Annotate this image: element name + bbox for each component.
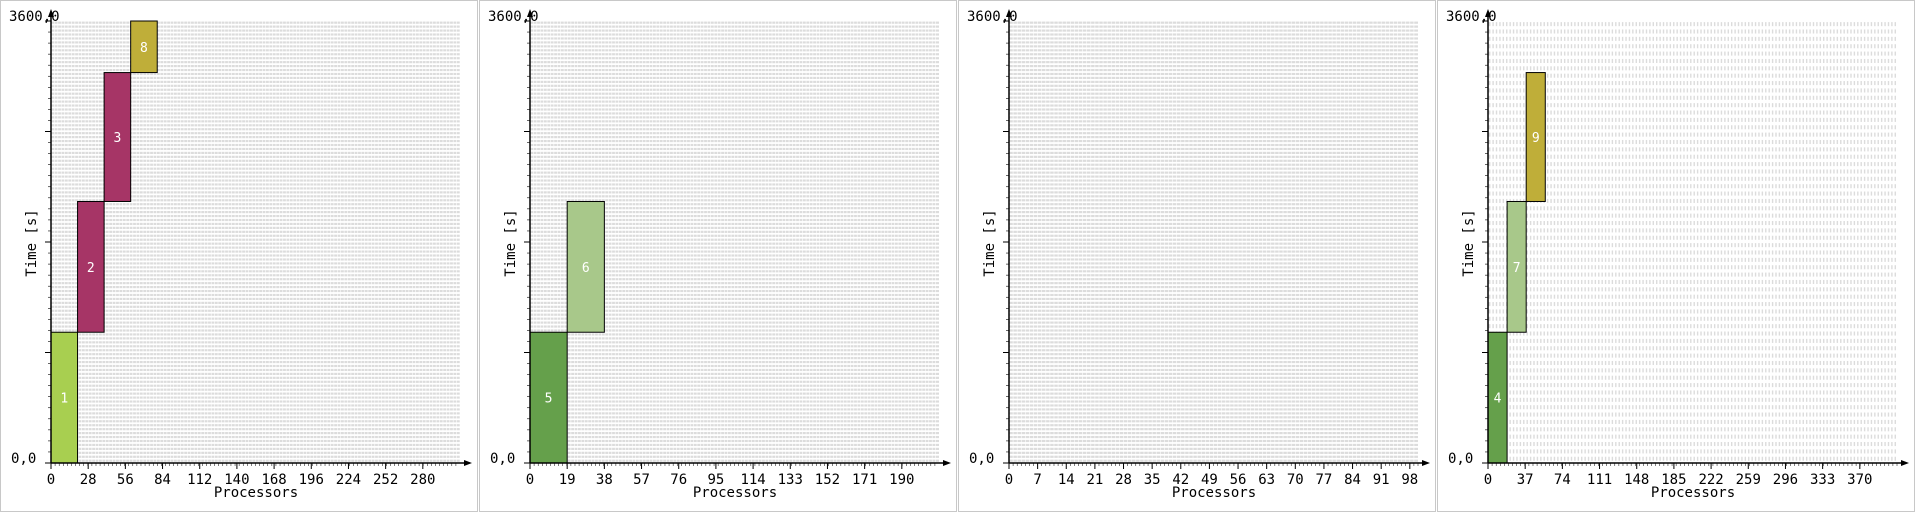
y-bottom-label: 0,0 xyxy=(969,451,994,467)
job-label-7: 7 xyxy=(1513,261,1521,276)
x-tick-label: 95 xyxy=(707,472,724,488)
x-tick-label: 14 xyxy=(1058,472,1075,488)
job-bar-9 xyxy=(1525,72,1546,202)
job-bar-5 xyxy=(529,331,568,464)
y-top-label: 3600,0 xyxy=(9,9,60,25)
x-tick-label: 56 xyxy=(117,472,134,488)
x-tick-label: 0 xyxy=(1005,472,1013,488)
x-tick-label: 222 xyxy=(1698,472,1723,488)
x-tick-label: 185 xyxy=(1661,472,1686,488)
job-label-2: 2 xyxy=(87,261,95,276)
x-tick-label: 35 xyxy=(1144,472,1161,488)
x-tick-label: 296 xyxy=(1773,472,1798,488)
job-bar-8 xyxy=(130,20,158,74)
y-axis-arrow xyxy=(527,9,533,17)
y-axis-arrow xyxy=(1006,9,1012,17)
y-bottom-label: 0,0 xyxy=(1448,451,1473,467)
chart-panel-1: 1 2 3 8 3600,0 0,0 Time [s] 0 28 56 84 112 140 168 196… xyxy=(0,0,478,512)
x-tick-label: 19 xyxy=(559,472,576,488)
x-tick-label: 63 xyxy=(1258,472,1275,488)
x-tick-label: 76 xyxy=(670,472,687,488)
x-tick-label: 0 xyxy=(1484,472,1492,488)
x-axis-arrow xyxy=(1901,460,1909,466)
job-label-5: 5 xyxy=(545,392,553,407)
x-axis-label: Processors xyxy=(214,485,298,501)
x-axis-arrow xyxy=(464,460,472,466)
job-label-1: 1 xyxy=(60,392,68,407)
chart-panel-2: 5 6 3600,0 0,0 Time [s] 0 19 38 57 76 95 114 133 152 1… xyxy=(479,0,957,512)
x-tick-label: 0 xyxy=(526,472,534,488)
x-tick-label: 111 xyxy=(1587,472,1612,488)
job-label-3: 3 xyxy=(113,131,121,146)
x-tick-label: 56 xyxy=(1230,472,1247,488)
y-axis-label: Time [s] xyxy=(503,209,519,276)
job-bar-7 xyxy=(1506,200,1527,333)
x-tick-label: 112 xyxy=(187,472,212,488)
x-tick-label: 148 xyxy=(1624,472,1649,488)
chart-2: 5 6 3600,0 0,0 Time [s] 0 19 38 57 76 95 114 133 152 1… xyxy=(488,9,951,501)
x-tick-label: 77 xyxy=(1316,472,1333,488)
x-tick-label: 28 xyxy=(80,472,97,488)
y-axis-label: Time [s] xyxy=(1461,209,1477,276)
x-axis-label: Processors xyxy=(693,485,777,501)
x-tick-label: 70 xyxy=(1287,472,1304,488)
job-label-8: 8 xyxy=(140,41,148,56)
x-tick-label: 28 xyxy=(1115,472,1132,488)
job-label-4: 4 xyxy=(1494,392,1502,407)
x-axis-label: Processors xyxy=(1172,485,1256,501)
x-tick-label: 114 xyxy=(740,472,765,488)
x-axis-arrow xyxy=(1422,460,1430,466)
x-tick-label: 168 xyxy=(261,472,286,488)
x-tick-label: 171 xyxy=(852,472,877,488)
x-tick-label: 140 xyxy=(224,472,249,488)
job-label-6: 6 xyxy=(582,261,590,276)
chart-panel-4: 4 7 9 3600,0 0,0 Time [s] 0 37 74 111 148 185 222 259… xyxy=(1437,0,1915,512)
x-tick-label: 57 xyxy=(633,472,650,488)
x-tick-label: 224 xyxy=(336,472,361,488)
y-top-label: 3600,0 xyxy=(967,9,1018,25)
job-bar-6 xyxy=(566,200,605,333)
x-axis-label: Processors xyxy=(1651,485,1735,501)
x-tick-label: 133 xyxy=(778,472,803,488)
x-tick-label: 370 xyxy=(1847,472,1872,488)
x-axis-arrow xyxy=(943,460,951,466)
x-tick-label: 196 xyxy=(299,472,324,488)
y-bottom-label: 0,0 xyxy=(11,451,36,467)
job-bar-3 xyxy=(103,72,132,202)
y-axis-arrow xyxy=(48,9,54,17)
y-axis-label: Time [s] xyxy=(24,209,40,276)
x-tick-label: 91 xyxy=(1373,472,1390,488)
x-tick-label: 42 xyxy=(1172,472,1189,488)
x-tick-label: 190 xyxy=(889,472,914,488)
x-tick-label: 84 xyxy=(154,472,171,488)
y-top-label: 3600,0 xyxy=(1446,9,1497,25)
chart-1: 1 2 3 8 3600,0 0,0 Time [s] 0 28 56 84 112 140 168 196… xyxy=(9,9,472,501)
job-bar-2 xyxy=(77,200,105,333)
x-tick-label: 152 xyxy=(815,472,840,488)
x-tick-label: 0 xyxy=(47,472,55,488)
x-tick-label: 21 xyxy=(1086,472,1103,488)
chart-4: 4 7 9 3600,0 0,0 Time [s] 0 37 74 111 148 185 222 259… xyxy=(1446,9,1909,501)
job-label-9: 9 xyxy=(1532,131,1540,146)
y-axis-label: Time [s] xyxy=(982,209,998,276)
y-axis-arrow xyxy=(1485,9,1491,17)
x-tick-label: 37 xyxy=(1517,472,1534,488)
x-tick-label: 280 xyxy=(410,472,435,488)
x-tick-label: 259 xyxy=(1736,472,1761,488)
y-bottom-label: 0,0 xyxy=(490,451,515,467)
x-tick-label: 84 xyxy=(1344,472,1361,488)
x-tick-label: 38 xyxy=(596,472,613,488)
x-tick-label: 74 xyxy=(1554,472,1571,488)
x-tick-label: 7 xyxy=(1033,472,1041,488)
x-tick-label: 49 xyxy=(1201,472,1218,488)
x-tick-label: 333 xyxy=(1810,472,1835,488)
chart-3: 3600,0 0,0 Time [s] 0 7 14 21 28 35 42 49 56 63 70 77 8… xyxy=(967,9,1430,501)
x-tick-label: 252 xyxy=(373,472,398,488)
x-tick-label: 98 xyxy=(1401,472,1418,488)
chart-panel-3: 3600,0 0,0 Time [s] 0 7 14 21 28 35 42 49 56 63 70 77 8… xyxy=(958,0,1436,512)
y-top-label: 3600,0 xyxy=(488,9,539,25)
